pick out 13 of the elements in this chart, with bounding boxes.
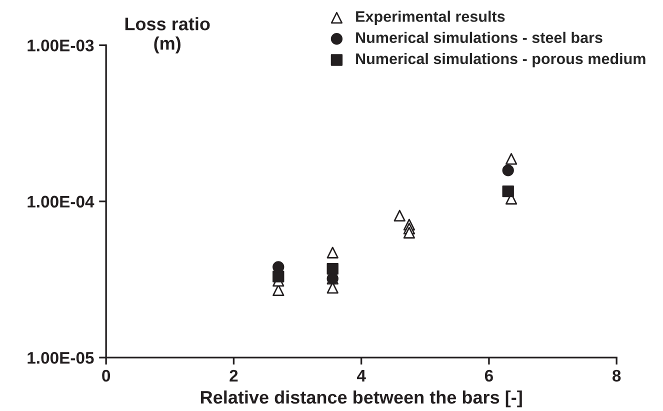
legend-label: Numerical simulations - steel bars	[356, 32, 602, 44]
y-tick-label: 1.00E-03	[28, 40, 94, 52]
y-axis-title: Loss ratio (m)	[125, 17, 210, 54]
x-tick-label: 0	[102, 370, 110, 382]
x-tick-label: 4	[356, 370, 366, 382]
x-axis-title: Relative distance between the bars [-]	[201, 390, 522, 408]
y-tick-label: 1.00E-05	[28, 352, 94, 364]
y-tick-label: 1.00E-04	[28, 196, 94, 208]
x-tick-label: 6	[484, 370, 493, 382]
x-tick-label: 8	[612, 370, 621, 382]
legend-label: Numerical simulations - porous medium	[356, 52, 646, 68]
x-tick-label: 2	[230, 370, 238, 382]
legend-label: Experimental results	[356, 10, 505, 25]
